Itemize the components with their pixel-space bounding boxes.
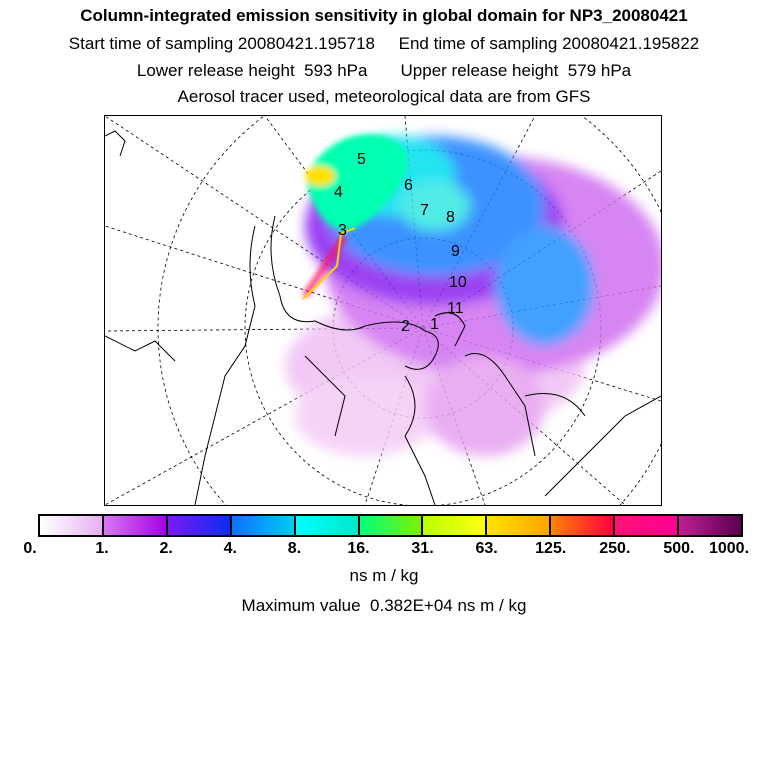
- track-labels: 1 2 3 4 5 6 7 8 9 10 11: [334, 151, 467, 335]
- track-label-1: 1: [430, 316, 439, 333]
- colorbar-tick-label: 63.: [475, 540, 498, 557]
- track-label-7: 7: [420, 202, 429, 219]
- colorbar-segment: [231, 516, 296, 535]
- track-label-10: 10: [449, 274, 467, 291]
- sampling-time: Start time of sampling 20080421.195718 E…: [68, 34, 700, 53]
- colorbar-tick-label: 31.: [411, 540, 434, 557]
- track-label-8: 8: [446, 209, 455, 226]
- release-height: Lower release height 593 hPa Upper relea…: [136, 61, 632, 80]
- track-label-5: 5: [357, 151, 366, 168]
- colorbar-segment: [167, 516, 232, 535]
- colorbar: [38, 514, 743, 537]
- colorbar-segment: [679, 516, 741, 535]
- colorbar-tick-label: 0.: [23, 540, 37, 557]
- track-label-6: 6: [404, 177, 413, 194]
- plot-title: Column-integrated emission sensitivity i…: [80, 6, 688, 25]
- track-label-9: 9: [451, 243, 460, 260]
- coastlines: [104, 130, 662, 506]
- colorbar-unit: ns m / kg: [349, 566, 419, 585]
- track-label-4: 4: [334, 184, 343, 201]
- maximum-value: Maximum value 0.382E+04 ns m / kg: [241, 596, 527, 615]
- colorbar-tick-label: 125.: [535, 540, 567, 557]
- colorbar-tick-label: 4.: [223, 540, 237, 557]
- colorbar-segment: [359, 516, 424, 535]
- track-label-11: 11: [447, 300, 464, 317]
- colorbar-tick-label: 16.: [347, 540, 370, 557]
- colorbar-tick-label: 2.: [159, 540, 173, 557]
- colorbar-tick-label: 500.: [663, 540, 695, 557]
- track-label-2: 2: [401, 318, 410, 335]
- colorbar-segment: [551, 516, 616, 535]
- colorbar-segment: [423, 516, 488, 535]
- flight-track-core: [302, 227, 356, 300]
- map-canvas: 1 2 3 4 5 6 7 8 9 10 11: [104, 62, 689, 594]
- colorbar-segment: [615, 516, 680, 535]
- emission-sensitivity-map: 1 2 3 4 5 6 7 8 9 10 11: [104, 62, 689, 594]
- colorbar-segment: [40, 516, 104, 535]
- plume-core: [302, 134, 408, 298]
- colorbar-tick-label: 1000.: [708, 540, 750, 557]
- colorbar-segment: [103, 516, 168, 535]
- colorbar-tick-label: 250.: [599, 540, 631, 557]
- track-label-3: 3: [338, 222, 347, 239]
- tracer-info: Aerosol tracer used, meteorological data…: [177, 87, 591, 106]
- colorbar-segment: [487, 516, 552, 535]
- colorbar-tick-label: 8.: [287, 540, 302, 557]
- colorbar-tick-label: 1.: [95, 540, 109, 557]
- colorbar-segment: [295, 516, 360, 535]
